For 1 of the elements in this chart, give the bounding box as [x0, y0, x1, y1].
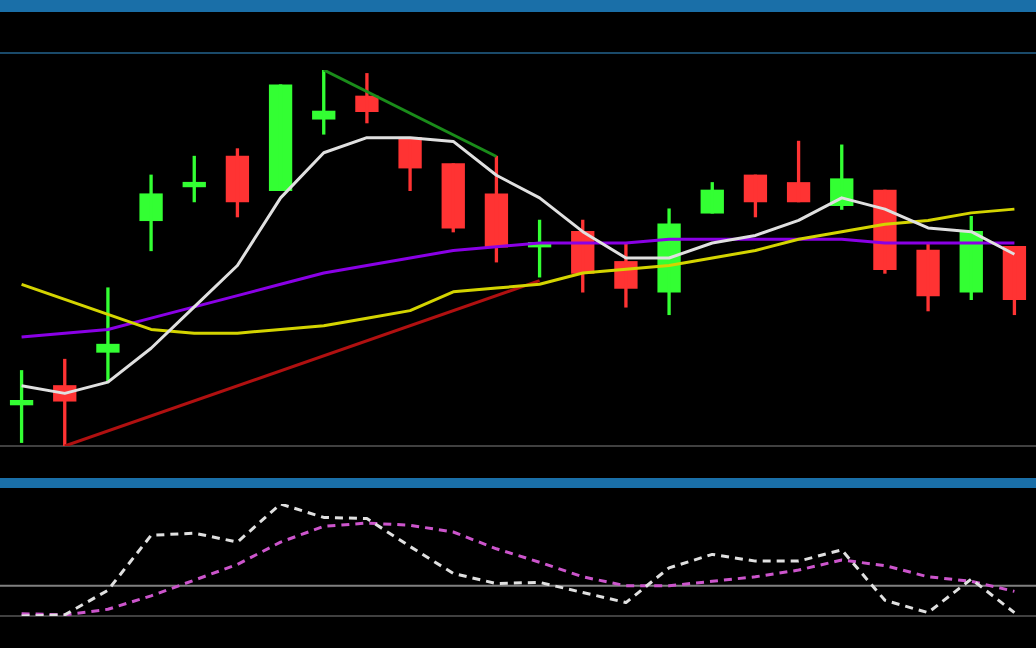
candlestick: [268, 84, 293, 191]
